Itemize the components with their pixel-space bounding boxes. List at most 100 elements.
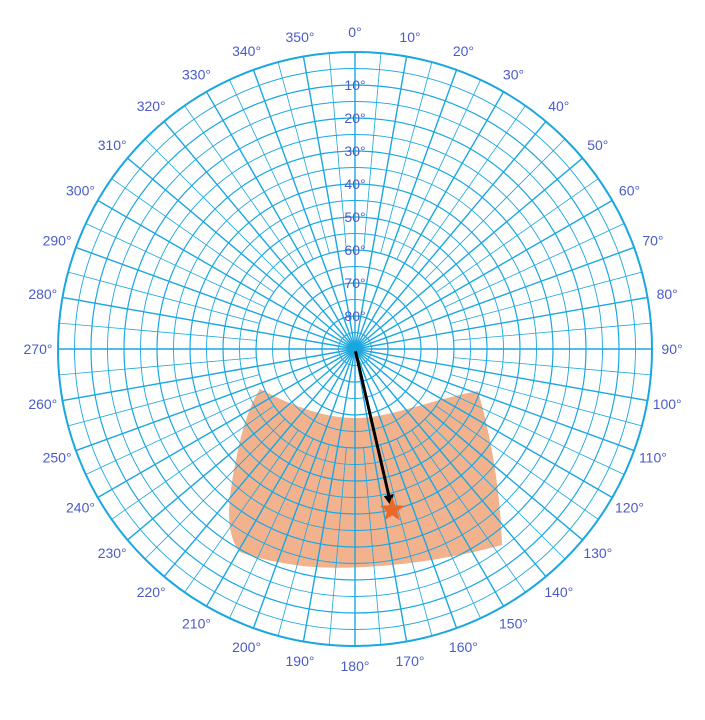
azimuth-spoke [205, 91, 356, 350]
azimuth-spoke [328, 53, 347, 251]
azimuth-spoke [450, 271, 642, 324]
azimuth-label: 250° [43, 449, 72, 465]
elevation-label: 80° [344, 308, 365, 324]
azimuth-label: 260° [28, 396, 57, 412]
azimuth-spoke [277, 62, 330, 254]
azimuth-spoke [75, 348, 356, 452]
azimuth-spoke [163, 348, 356, 577]
azimuth-label: 40° [548, 98, 569, 114]
azimuth-spoke [424, 418, 566, 560]
azimuth-label: 150° [499, 616, 528, 632]
azimuth-spoke [354, 348, 408, 642]
azimuth-spoke [97, 199, 356, 350]
azimuth-spoke [354, 91, 505, 350]
azimuth-spoke [184, 105, 299, 269]
azimuth-spoke [68, 374, 260, 427]
azimuth-spoke [205, 348, 356, 607]
elevation-label: 20° [344, 110, 365, 126]
azimuth-spoke [144, 418, 286, 560]
azimuth-spoke [127, 157, 356, 350]
elevation-label: 70° [344, 275, 365, 291]
azimuth-spoke [354, 56, 408, 350]
azimuth-spoke [302, 348, 356, 642]
azimuth-spoke [435, 405, 599, 520]
azimuth-label: 240° [66, 500, 95, 516]
azimuth-label: 30° [503, 67, 524, 83]
azimuth-spoke [380, 444, 433, 636]
azimuth-spoke [453, 322, 651, 341]
azimuth-spoke [354, 348, 648, 402]
azimuth-spoke [68, 271, 260, 324]
polar-grid [57, 51, 653, 647]
azimuth-spoke [184, 429, 299, 593]
azimuth-spoke [424, 138, 566, 280]
azimuth-label: 100° [653, 396, 682, 412]
azimuth-spoke [229, 79, 314, 260]
azimuth-label: 110° [639, 449, 667, 465]
azimuth-spoke [354, 348, 458, 629]
azimuth-spoke [435, 178, 599, 293]
azimuth-spoke [163, 121, 356, 350]
elevation-label: 50° [344, 209, 365, 225]
azimuth-label: 210° [182, 616, 211, 632]
azimuth-label: 20° [453, 43, 474, 59]
elevation-label: 10° [344, 77, 365, 93]
azimuth-label: 140° [544, 584, 573, 600]
azimuth-label: 350° [286, 29, 315, 45]
azimuth-label: 340° [232, 43, 261, 59]
azimuth-labels: 0° 10° 20° 30° 40° 50° 60° 70° 80° 90° 100° 110° 120… [24, 24, 683, 674]
azimuth-label: 130° [583, 545, 612, 561]
azimuth-spoke [396, 438, 481, 619]
elevation-label: 30° [344, 143, 365, 159]
azimuth-spoke [328, 447, 347, 645]
azimuth-label: 170° [396, 653, 425, 669]
azimuth-spoke [252, 69, 356, 350]
azimuth-label: 50° [587, 137, 608, 153]
azimuth-label: 120° [615, 500, 644, 516]
azimuth-spoke [363, 53, 382, 251]
azimuth-spoke [252, 348, 356, 629]
azimuth-spoke [62, 348, 356, 402]
azimuth-spoke [363, 447, 382, 645]
azimuth-spoke [277, 444, 330, 636]
azimuth-spoke [453, 357, 651, 376]
azimuth-spoke [411, 105, 526, 269]
azimuth-spoke [97, 348, 356, 499]
azimuth-spoke [144, 138, 286, 280]
azimuth-spoke [354, 199, 613, 350]
azimuth-label: 220° [137, 584, 166, 600]
azimuth-label: 80° [657, 286, 678, 302]
azimuth-label: 10° [399, 29, 420, 45]
azimuth-label: 230° [98, 545, 127, 561]
azimuth-spoke [85, 223, 266, 308]
azimuth-label: 70° [642, 233, 663, 249]
azimuth-label: 320° [137, 98, 166, 114]
azimuth-spoke [111, 178, 275, 293]
azimuth-spoke [354, 348, 613, 499]
azimuth-label: 280° [28, 286, 57, 302]
azimuth-spoke [302, 56, 356, 350]
azimuth-spoke [354, 246, 635, 350]
azimuth-label: 310° [98, 137, 127, 153]
azimuth-spoke [354, 121, 547, 350]
azimuth-spoke [62, 296, 356, 350]
azimuth-label: 190° [286, 653, 315, 669]
azimuth-label: 0° [348, 24, 361, 40]
azimuth-spoke [354, 348, 583, 541]
shaded-sky-region [229, 389, 503, 568]
azimuth-spoke [444, 390, 625, 475]
azimuth-label: 180° [341, 658, 370, 674]
azimuth-spoke [59, 322, 257, 341]
azimuth-spoke [354, 296, 648, 350]
azimuth-label: 330° [182, 67, 211, 83]
azimuth-spoke [127, 348, 356, 541]
elevation-label: 60° [344, 242, 365, 258]
azimuth-spoke [354, 348, 505, 607]
azimuth-spoke [450, 374, 642, 427]
azimuth-spoke [380, 62, 433, 254]
azimuth-spoke [85, 390, 266, 475]
azimuth-spoke [75, 246, 356, 350]
azimuth-label: 290° [43, 233, 72, 249]
azimuth-spoke [354, 348, 547, 577]
